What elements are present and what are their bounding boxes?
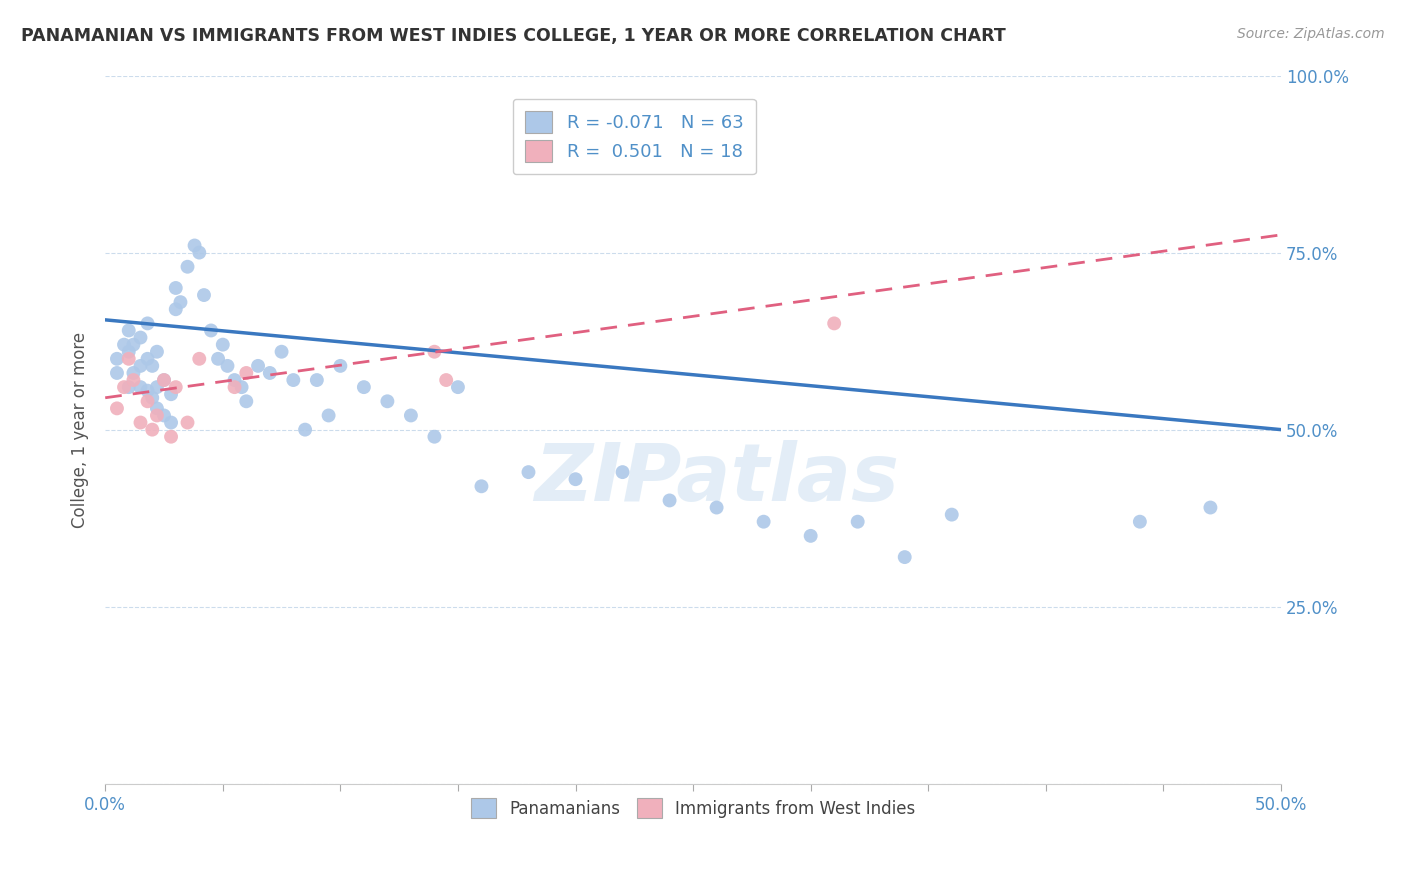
- Point: [129, 330, 152, 344]
- Point: [105, 351, 128, 366]
- Point: [105, 366, 128, 380]
- Point: [1199, 500, 1222, 515]
- Point: [153, 409, 176, 423]
- Text: ZIPatlas: ZIPatlas: [534, 441, 898, 518]
- Point: [294, 423, 316, 437]
- Point: [176, 416, 198, 430]
- Point: [129, 380, 152, 394]
- Point: [112, 337, 135, 351]
- Point: [517, 465, 540, 479]
- Y-axis label: College, 1 year or more: College, 1 year or more: [72, 332, 89, 528]
- Point: [247, 359, 270, 373]
- Point: [122, 366, 145, 380]
- Point: [423, 344, 446, 359]
- Point: [224, 373, 246, 387]
- Point: [165, 302, 187, 317]
- Point: [153, 373, 176, 387]
- Point: [153, 373, 176, 387]
- Point: [160, 430, 183, 444]
- Point: [377, 394, 399, 409]
- Point: [129, 359, 152, 373]
- Point: [706, 500, 728, 515]
- Point: [941, 508, 963, 522]
- Legend: Panamanians, Immigrants from West Indies: Panamanians, Immigrants from West Indies: [464, 791, 922, 825]
- Point: [800, 529, 823, 543]
- Point: [752, 515, 775, 529]
- Point: [165, 380, 187, 394]
- Point: [217, 359, 239, 373]
- Point: [146, 409, 169, 423]
- Point: [658, 493, 681, 508]
- Text: PANAMANIAN VS IMMIGRANTS FROM WEST INDIES COLLEGE, 1 YEAR OR MORE CORRELATION CH: PANAMANIAN VS IMMIGRANTS FROM WEST INDIE…: [21, 27, 1005, 45]
- Point: [846, 515, 869, 529]
- Point: [612, 465, 634, 479]
- Point: [235, 394, 257, 409]
- Point: [564, 472, 586, 486]
- Point: [211, 337, 233, 351]
- Point: [188, 351, 211, 366]
- Point: [305, 373, 328, 387]
- Point: [118, 344, 141, 359]
- Point: [136, 384, 159, 398]
- Point: [270, 344, 292, 359]
- Point: [434, 373, 457, 387]
- Point: [423, 430, 446, 444]
- Point: [399, 409, 422, 423]
- Point: [470, 479, 492, 493]
- Point: [118, 351, 141, 366]
- Point: [259, 366, 281, 380]
- Point: [136, 317, 159, 331]
- Point: [823, 317, 845, 331]
- Point: [118, 380, 141, 394]
- Point: [188, 245, 211, 260]
- Point: [1129, 515, 1152, 529]
- Point: [193, 288, 215, 302]
- Point: [224, 380, 246, 394]
- Point: [283, 373, 305, 387]
- Point: [200, 323, 222, 337]
- Point: [129, 416, 152, 430]
- Point: [146, 401, 169, 416]
- Point: [141, 359, 163, 373]
- Point: [112, 380, 135, 394]
- Point: [146, 344, 169, 359]
- Text: Source: ZipAtlas.com: Source: ZipAtlas.com: [1237, 27, 1385, 41]
- Point: [105, 401, 128, 416]
- Point: [893, 550, 915, 565]
- Point: [160, 416, 183, 430]
- Point: [118, 323, 141, 337]
- Point: [183, 238, 205, 252]
- Point: [141, 423, 163, 437]
- Point: [160, 387, 183, 401]
- Point: [146, 380, 169, 394]
- Point: [165, 281, 187, 295]
- Point: [136, 394, 159, 409]
- Point: [447, 380, 470, 394]
- Point: [176, 260, 198, 274]
- Point: [329, 359, 352, 373]
- Point: [122, 373, 145, 387]
- Point: [169, 295, 191, 310]
- Point: [122, 337, 145, 351]
- Point: [318, 409, 340, 423]
- Point: [235, 366, 257, 380]
- Point: [231, 380, 253, 394]
- Point: [207, 351, 229, 366]
- Point: [141, 391, 163, 405]
- Point: [136, 351, 159, 366]
- Point: [353, 380, 375, 394]
